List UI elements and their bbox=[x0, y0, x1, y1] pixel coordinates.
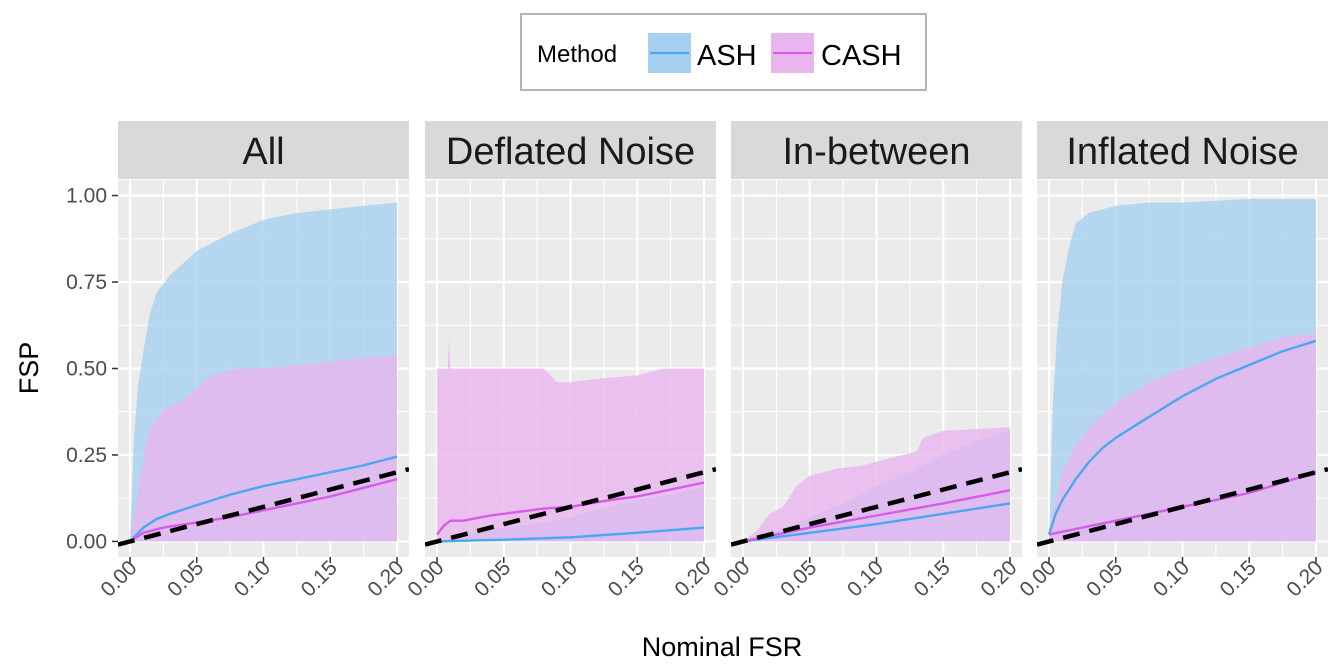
reference-line-in-between bbox=[731, 466, 1022, 547]
y-tick-label: 0.50 bbox=[66, 358, 107, 381]
x-axis-title: Nominal FSR bbox=[642, 632, 803, 662]
panel-all: All 0.00 0.05 0.10 0.15 0.20 0.00 0.25 0.50 0.75 1… bbox=[66, 121, 409, 601]
x-tick-label-deflated-noise: 0.05 bbox=[470, 556, 515, 601]
strip-title-in-between: In-between bbox=[782, 131, 970, 173]
data-layer-in-between bbox=[731, 427, 1022, 547]
strip-title-inflated-noise: Inflated Noise bbox=[1066, 131, 1298, 173]
x-tick-label-in-between: 0.00 bbox=[709, 556, 754, 601]
y-tick-label: 0.00 bbox=[66, 530, 107, 553]
legend-label-ash: ASH bbox=[697, 40, 757, 72]
strip-inflated-noise bbox=[1037, 121, 1328, 179]
x-tick-label-all: 0.05 bbox=[163, 556, 208, 601]
strip-in-between bbox=[731, 121, 1022, 179]
line-ash-deflated-noise bbox=[436, 526, 705, 543]
panel-inflated-noise: Inflated Noise 0.00 0.05 0.10 0.15 0.20 bbox=[1015, 121, 1328, 601]
y-tick-label: 1.00 bbox=[66, 185, 107, 208]
x-tick-label-inflated-noise: 0.10 bbox=[1149, 556, 1194, 601]
x-tick-label-inflated-noise: 0.20 bbox=[1282, 556, 1327, 601]
y-axis-title: FSP bbox=[14, 342, 44, 395]
line-cash-all bbox=[129, 478, 398, 543]
line-ash-in-between bbox=[742, 502, 1011, 543]
reference-line-inflated-noise bbox=[1037, 466, 1328, 547]
strip-title-deflated-noise: Deflated Noise bbox=[446, 131, 695, 173]
data-layer-inflated-noise bbox=[1037, 199, 1328, 547]
strip-all bbox=[118, 121, 409, 179]
line-ash-inflated-noise bbox=[1047, 339, 1317, 535]
x-tick-label-deflated-noise: 0.00 bbox=[403, 556, 448, 601]
line-cash-deflated-noise bbox=[436, 481, 705, 536]
legend-box bbox=[520, 13, 927, 91]
x-tick-label-all: 0.20 bbox=[363, 556, 408, 601]
strip-deflated-noise bbox=[425, 121, 716, 179]
reference-line-deflated-noise bbox=[425, 466, 716, 547]
x-tick-label-in-between: 0.05 bbox=[776, 556, 821, 601]
legend-label-cash: CASH bbox=[821, 40, 902, 72]
x-tick-label-deflated-noise: 0.20 bbox=[670, 556, 715, 601]
x-tick-label-in-between: 0.20 bbox=[976, 556, 1021, 601]
legend: Method ASH CASH bbox=[520, 13, 927, 91]
line-ash-all bbox=[129, 455, 398, 543]
x-tick-label-in-between: 0.15 bbox=[910, 556, 955, 601]
y-tick-label: 0.25 bbox=[66, 444, 107, 467]
panel-in-between: In-between 0.00 0.05 0.10 0.15 0.20 bbox=[709, 121, 1022, 601]
y-tick-label: 0.75 bbox=[66, 271, 107, 294]
panel-deflated-noise: Deflated Noise 0.00 0.05 0.10 0.15 0.20 bbox=[403, 121, 716, 601]
x-tick-label-all: 0.15 bbox=[297, 556, 342, 601]
strip-title-all: All bbox=[242, 131, 284, 173]
x-tick-label-all: 0.10 bbox=[230, 556, 275, 601]
data-layer-deflated-noise bbox=[425, 337, 716, 547]
data-layer-all bbox=[118, 202, 409, 547]
x-tick-label-inflated-noise: 0.15 bbox=[1216, 556, 1261, 601]
ribbon-cash-all bbox=[130, 354, 397, 542]
reference-line-all bbox=[118, 466, 409, 547]
x-tick-label-deflated-noise: 0.15 bbox=[604, 556, 649, 601]
x-tick-label-inflated-noise: 0.05 bbox=[1082, 556, 1127, 601]
x-tick-label-inflated-noise: 0.00 bbox=[1015, 556, 1060, 601]
legend-title: Method bbox=[537, 41, 617, 68]
x-tick-label-in-between: 0.10 bbox=[843, 556, 888, 601]
x-tick-label-deflated-noise: 0.10 bbox=[537, 556, 582, 601]
x-tick-label-all: 0.00 bbox=[96, 556, 141, 601]
